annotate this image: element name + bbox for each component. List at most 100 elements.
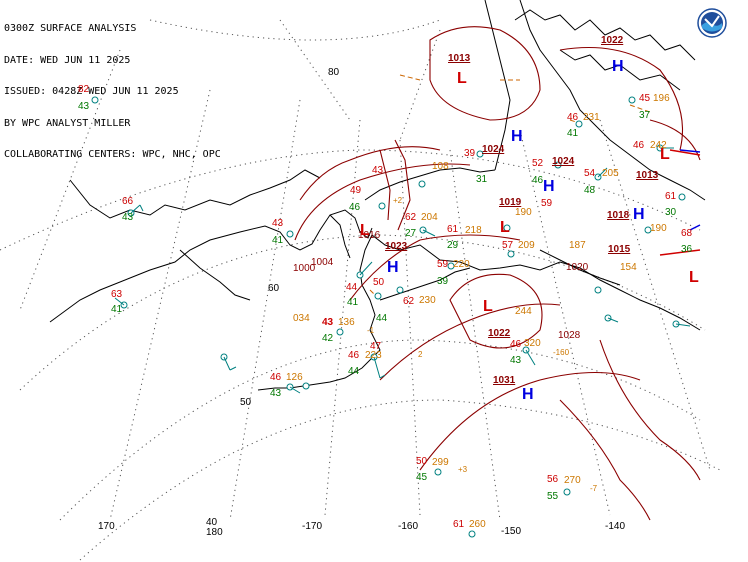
station-temp: 39 [464,148,476,159]
lat-40-label: 40 [206,517,218,528]
isobar-label-1018: 1018 [607,210,630,221]
station-pressure: 242 [650,140,667,151]
station-dewpoint: 37 [639,110,651,121]
isobar-label-1000: 1000 [293,263,316,274]
station-temp: 66 [122,196,134,207]
isobars [294,26,701,521]
wind-barbs [114,147,691,394]
station-temp: 61 [665,191,677,202]
station-temp: 43 [272,218,284,229]
header-date: DATE: WED JUN 11 2025 [4,54,131,66]
station-temp: 43 [322,317,334,328]
lon-m170-label: -170 [302,521,323,532]
station-dewpoint: 41 [347,297,359,308]
isobar-label-1028: 1028 [558,330,581,341]
station-pressure: 108 [432,161,449,172]
station-dewpoint: 31 [476,174,488,185]
lat-50-label: 50 [240,397,252,408]
pressure-tendency: +2 [393,196,403,205]
station-temp: 62 [405,212,417,223]
station-dewpoint: 30 [665,207,677,218]
station-dewpoint: 45 [416,472,428,483]
station-pressure: 154 [620,262,637,273]
station-dewpoint: 48 [584,185,596,196]
station-temp: 46 [567,112,579,123]
station-pressure: 270 [564,475,581,486]
lon-170-label: 170 [98,521,115,532]
station-temp: 49 [350,185,362,196]
station-temp: 47 [370,341,382,352]
station-pressure: 223 [365,350,382,361]
pressure-tendency: -160 [553,348,570,357]
station-pressure: 136 [338,317,355,328]
low-center: L [360,222,370,239]
isobar-label-1004: 1004 [311,257,334,268]
high-center: H [543,178,555,195]
station-temp: 52 [532,158,544,169]
station-dewpoint: 27 [405,228,417,239]
high-center: H [633,206,645,223]
station-pressure: 299 [432,457,449,468]
station-dewpoint: 55 [547,491,559,502]
map-header: 0300Z SURFACE ANALYSIS DATE: WED JUN 11 … [4,3,221,171]
station-temp: 46 [348,350,360,361]
station-dewpoint: 36 [681,244,693,255]
station-temp: 46 [633,140,645,151]
station-dewpoint: 46 [349,202,361,213]
header-centers: COLLABORATING CENTERS: WPC, NHC, OPC [4,149,221,160]
isobar-label-1031: 1031 [493,375,516,386]
station-temp: 50 [416,456,428,467]
station-temp: 63 [111,289,123,300]
station-pressure: 220 [453,259,470,270]
station-pressure: 218 [465,225,482,236]
station-pressure: 187 [569,240,586,251]
station-temp: 61 [447,224,459,235]
coastlines [49,0,706,391]
isobar-label-1016: 1016 [358,230,381,241]
station-dewpoint: 41 [272,235,284,246]
station-pressure: 204 [421,212,438,223]
isobar-label-1023: 1023 [385,241,408,252]
isobar-label-1013: 1013 [448,53,471,64]
pressure-tendency: -1 [367,326,375,335]
station-temp: 45 [639,93,651,104]
station-dewpoint: 43 [78,101,90,112]
header-issued: ISSUED: 0428Z WED JUN 11 2025 [4,86,179,97]
station-pressure: 190 [650,223,667,234]
isobar-label-1019: 1019 [499,197,522,208]
header-analyst: BY WPC ANALYST MILLER [4,117,131,129]
station-pressure: 126 [286,372,303,383]
lon-m150-label: -150 [501,526,522,537]
isobar-label-1024a: 1024 [482,144,505,155]
high-center: H [522,386,534,403]
lat-80-label: 80 [328,67,340,78]
noaa-logo [697,8,727,38]
station-pressure: 320 [524,338,541,349]
station-temp: 82 [78,84,90,95]
isobar-label-1022-top: 1022 [601,35,624,46]
low-center: L [660,146,670,163]
station-temp: 57 [502,240,514,251]
station-pressure: 244 [515,306,532,317]
station-pressure: 260 [469,519,486,530]
station-dewpoint: 43 [510,355,522,366]
isobar-label-1015: 1015 [608,244,631,255]
station-temp: 68 [681,228,693,239]
high-center: H [612,58,624,75]
pressure-tendency: +3 [458,465,468,474]
station-pressure: 196 [653,93,670,104]
low-center: L [483,298,493,315]
station-dewpoint: 41 [111,304,123,315]
station-dewpoint: 44 [348,366,360,377]
pressure-tendency: 2 [418,350,423,359]
lat-60-label: 60 [268,283,280,294]
station-temp: 61 [453,519,465,530]
lon-180-label: 180 [206,527,223,538]
station-temp: 50 [373,277,385,288]
pressure-tendency: -7 [590,484,598,493]
low-center: L [689,269,699,286]
station-dewpoint: 46 [532,175,544,186]
lon-m140-label: -140 [605,521,626,532]
station-dewpoint: 42 [322,333,334,344]
